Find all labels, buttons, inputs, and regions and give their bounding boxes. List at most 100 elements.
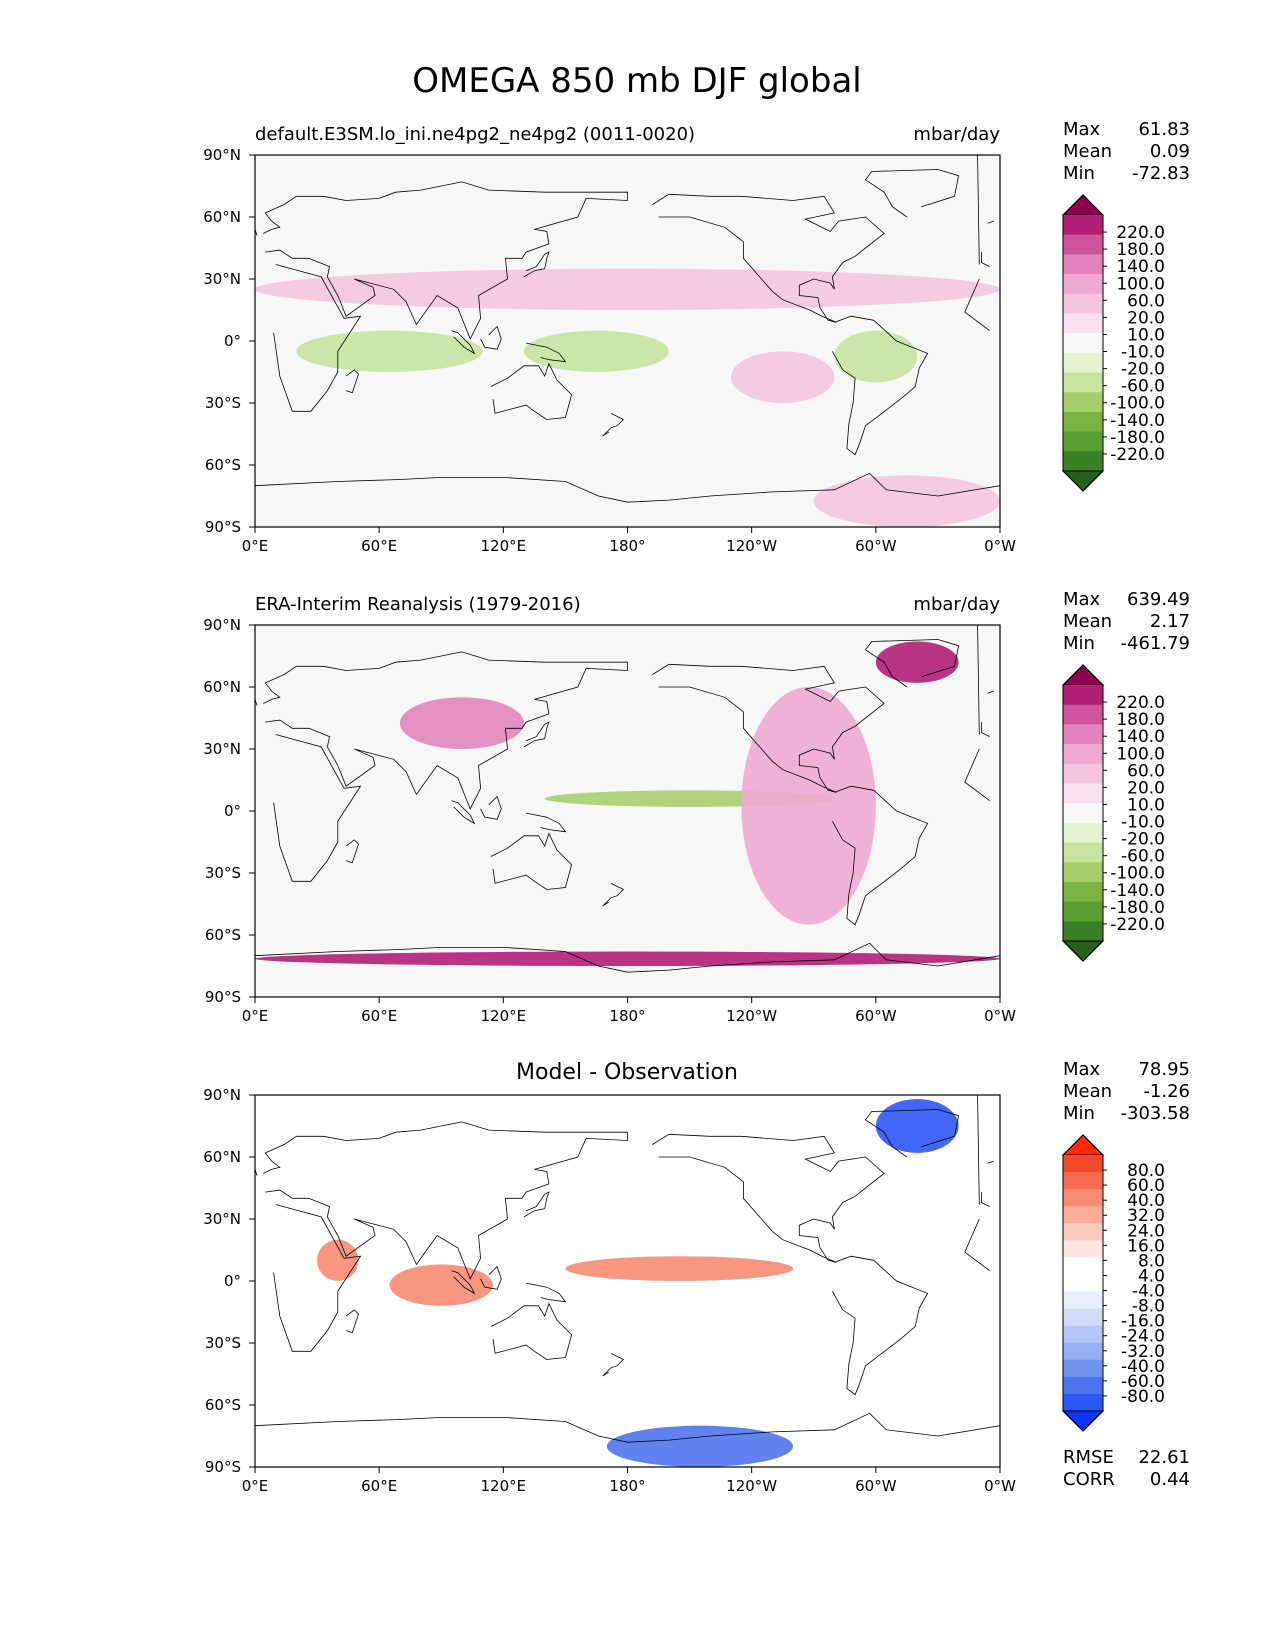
coastline [451,1270,476,1295]
stat-label: Min [1063,163,1095,184]
x-tick-label: 0°E [242,1007,269,1025]
colorbar-label: -100.0 [1110,394,1165,414]
colorbar-outline [1062,664,1104,962]
coastline [480,795,502,820]
coastline [523,721,550,748]
colorbar-segment [1063,724,1103,745]
colorbar-label: -24.0 [1121,1327,1165,1347]
colorbar-label: -10.0 [1121,343,1165,363]
map-background [255,625,1000,997]
figure-title: OMEGA 850 mb DJF global [412,61,861,101]
colorbar-segment [1063,763,1103,784]
y-tick-label: 60°S [205,456,241,474]
coastline [652,193,885,323]
coastline [602,1352,625,1377]
colorbar-segment [1063,1291,1103,1309]
contour-region [606,1425,794,1467]
y-tick-label: 30°N [203,1210,241,1228]
colorbar-segment [1063,215,1103,236]
coastline [480,1265,502,1290]
coastline [490,362,573,420]
x-tick-label: 120°W [726,1477,777,1495]
colorbar-label: -140.0 [1110,881,1165,901]
stat-label: Max [1063,1059,1101,1080]
stat-label: Mean [1063,141,1112,162]
y-tick-label: 60°S [205,1396,241,1414]
y-tick-label: 30°N [203,270,241,288]
metric-value: 0.44 [1150,1469,1190,1490]
colorbar-label: 10.0 [1127,325,1165,345]
colorbar-segment [1063,901,1103,922]
colorbar-label: -80.0 [1121,1387,1165,1407]
colorbar-segment [1063,744,1103,765]
colorbar-segment [1063,1308,1103,1327]
colorbar-label: 20.0 [1127,778,1165,798]
colorbar-label: -40.0 [1121,1357,1165,1377]
coastline [864,639,960,688]
colorbar-label: -140.0 [1110,411,1165,431]
colorbar-label: -180.0 [1110,428,1165,448]
coastlines [255,1095,1000,1467]
x-tick-label: 120°E [481,1007,527,1025]
y-tick-label: 90°N [203,146,241,164]
colorbar-label: -60.0 [1121,377,1165,397]
metric-value: 22.61 [1138,1447,1190,1468]
contour-region [255,951,1000,966]
stat-value: -1.26 [1143,1081,1190,1102]
x-tick-label: 0°W [984,1477,1016,1495]
colorbar-label: 100.0 [1116,744,1165,764]
colorbar-segment [1063,274,1103,295]
coastline [526,342,567,363]
colorbar-label: 40.0 [1127,1191,1165,1211]
y-tick-label: 90°N [203,1086,241,1104]
colorbar-label: 32.0 [1127,1206,1165,1226]
x-tick-label: 0°E [242,537,269,555]
colorbar-segment [1063,1155,1103,1173]
coastlines [255,625,1000,997]
colorbar-label: 180.0 [1116,240,1165,260]
colorbar-segment [1063,451,1103,472]
coastline [273,155,990,412]
contour-region [524,330,669,373]
colorbar-segment [1063,1325,1103,1344]
coastline [652,663,885,793]
coastline [451,800,476,825]
coastline [345,839,359,864]
y-tick-label: 60°N [203,1148,241,1166]
x-tick-label: 180° [609,1477,645,1495]
colorbar-label: -100.0 [1110,864,1165,884]
colorbar-label: -20.0 [1121,830,1165,850]
contour-field [255,268,1000,527]
stat-label: Max [1063,119,1101,140]
colorbar-label: 8.0 [1138,1251,1165,1271]
metric-label: RMSE [1063,1447,1114,1468]
contour-region [255,268,1000,311]
colorbar-label: 220.0 [1116,693,1165,713]
coastline [345,1309,359,1334]
contour-region [730,351,835,403]
coastline [832,1255,929,1396]
colorbar-label: 4.0 [1138,1266,1165,1286]
colorbar-label: -60.0 [1121,847,1165,867]
model-panel: default.E3SM.lo_ini.ne4pg2_ne4pg2 (0011-… [203,119,1190,555]
stat-label: Min [1063,633,1095,654]
panel-right-title: mbar/day [913,124,1000,145]
x-tick-label: 120°W [726,537,777,555]
coastline [526,1282,567,1303]
x-tick-label: 60°W [855,1477,897,1495]
colorbar-segment [1063,234,1103,255]
y-tick-label: 30°S [205,864,241,882]
colorbar-segment [1063,783,1103,804]
x-tick-label: 0°E [242,1477,269,1495]
coastline [345,369,359,394]
colorbar-segment [1063,1223,1103,1241]
contour-field [317,1099,959,1467]
colorbar-label: 60.0 [1127,1176,1165,1196]
colorbar-segment [1063,1189,1103,1207]
x-tick-label: 0°W [984,1007,1016,1025]
y-tick-label: 90°N [203,616,241,634]
stat-value: -303.58 [1121,1103,1190,1124]
coastline [273,625,990,882]
x-tick-label: 60°W [855,537,897,555]
